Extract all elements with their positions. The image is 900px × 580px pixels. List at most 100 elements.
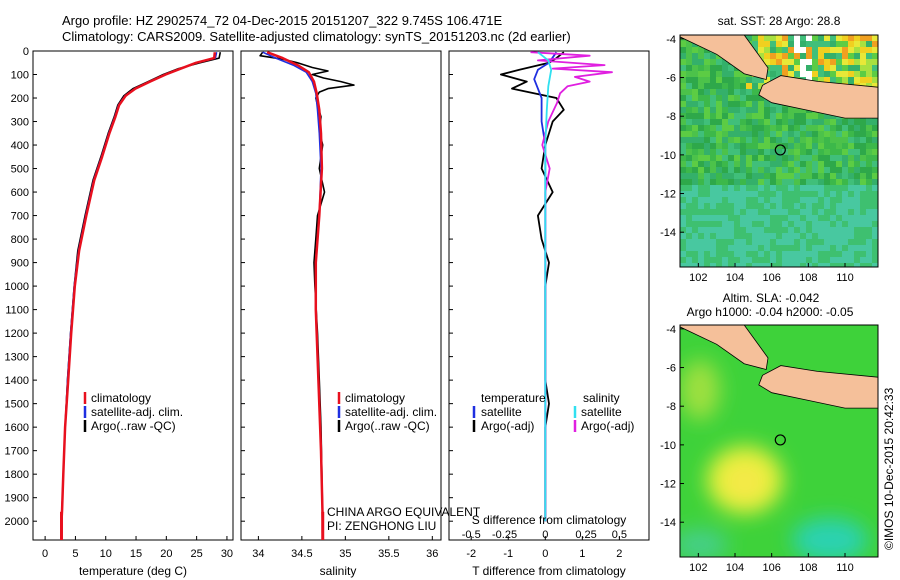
sst-cell bbox=[722, 143, 728, 149]
sst-cell bbox=[716, 83, 722, 89]
sst-cell bbox=[794, 179, 800, 185]
sst-cell bbox=[806, 191, 812, 197]
sst-cell bbox=[758, 101, 764, 107]
sst-cell bbox=[728, 107, 734, 113]
sst-cell bbox=[842, 125, 848, 131]
sst-cell bbox=[866, 53, 872, 59]
sst-cell bbox=[704, 113, 710, 119]
sst-cell bbox=[812, 161, 818, 167]
sst-cell bbox=[740, 83, 746, 89]
sst-cell bbox=[722, 191, 728, 197]
sst-cell bbox=[728, 263, 734, 267]
sst-cell bbox=[866, 179, 872, 185]
sst-cell bbox=[746, 179, 752, 185]
sst-cell bbox=[680, 47, 686, 53]
sst-cell bbox=[716, 143, 722, 149]
sst-cell bbox=[770, 179, 776, 185]
sst-cell bbox=[716, 77, 722, 83]
sst-cell bbox=[764, 233, 770, 239]
sst-cell bbox=[872, 191, 878, 197]
sst-cell bbox=[800, 197, 806, 203]
sst-cell bbox=[734, 257, 740, 263]
sst-cell bbox=[860, 143, 866, 149]
depth-tick-label: 1000 bbox=[5, 281, 29, 293]
sst-cell bbox=[818, 251, 824, 257]
sst-cell bbox=[788, 71, 794, 77]
sst-cell bbox=[854, 221, 860, 227]
sst-cell bbox=[698, 245, 704, 251]
sst-cell bbox=[794, 53, 800, 59]
sst-cell bbox=[758, 245, 764, 251]
sst-cell bbox=[818, 137, 824, 143]
sst-cell bbox=[848, 77, 854, 83]
sst-cell bbox=[836, 203, 842, 209]
sst-cell bbox=[692, 185, 698, 191]
sst-cell bbox=[866, 245, 872, 251]
sst-cell bbox=[866, 161, 872, 167]
sst-cell bbox=[752, 101, 758, 107]
temperature-legend: climatology satellite-adj. clim. Argo(..… bbox=[83, 391, 183, 433]
sst-cell bbox=[770, 173, 776, 179]
sst-cell bbox=[752, 245, 758, 251]
sst-cell bbox=[680, 161, 686, 167]
sst-cell bbox=[764, 137, 770, 143]
map-lat-label: -10 bbox=[660, 440, 676, 452]
sst-cell bbox=[818, 173, 824, 179]
sst-cell bbox=[758, 131, 764, 137]
sst-cell bbox=[836, 71, 842, 77]
sst-cell bbox=[854, 59, 860, 65]
sst-cell bbox=[836, 179, 842, 185]
sst-cell bbox=[782, 233, 788, 239]
sst-cell bbox=[872, 137, 878, 143]
float-pi-annotation: PI: ZENGHONG LIU bbox=[327, 519, 436, 533]
sst-cell bbox=[806, 53, 812, 59]
sst-cell bbox=[710, 149, 716, 155]
sst-cell bbox=[854, 77, 860, 83]
sst-cell bbox=[800, 179, 806, 185]
sst-cell bbox=[764, 143, 770, 149]
sst-cell bbox=[848, 245, 854, 251]
sst-cell bbox=[740, 149, 746, 155]
sst-cell bbox=[794, 47, 800, 53]
sst-cell bbox=[836, 173, 842, 179]
sst-cell bbox=[692, 173, 698, 179]
sst-cell bbox=[794, 59, 800, 65]
sst-cell bbox=[686, 143, 692, 149]
map-lon-label: 108 bbox=[799, 562, 817, 574]
sst-cell bbox=[788, 227, 794, 233]
sst-cell bbox=[770, 245, 776, 251]
sst-cell bbox=[848, 257, 854, 263]
sst-cell bbox=[848, 131, 854, 137]
sst-cell bbox=[722, 203, 728, 209]
sst-cell bbox=[734, 263, 740, 267]
sst-cell bbox=[776, 257, 782, 263]
sst-cell bbox=[710, 185, 716, 191]
sst-cell bbox=[854, 239, 860, 245]
sst-cell bbox=[770, 119, 776, 125]
sst-cell bbox=[776, 185, 782, 191]
sst-cell bbox=[722, 131, 728, 137]
sst-cell bbox=[716, 257, 722, 263]
sst-cell bbox=[752, 239, 758, 245]
sst-cell bbox=[854, 155, 860, 161]
sst-cell bbox=[866, 257, 872, 263]
sst-cell bbox=[710, 131, 716, 137]
argo-position-marker bbox=[774, 144, 786, 156]
sla-anomaly-field bbox=[680, 360, 868, 557]
x-tick-label: 5 bbox=[72, 548, 78, 560]
sst-cell bbox=[686, 119, 692, 125]
sst-cell bbox=[740, 143, 746, 149]
sst-cell bbox=[680, 251, 686, 257]
sst-cell bbox=[830, 239, 836, 245]
sst-cell bbox=[728, 83, 734, 89]
sst-cell bbox=[740, 77, 746, 83]
sst-cell bbox=[818, 185, 824, 191]
sst-cell bbox=[716, 161, 722, 167]
sst-cell bbox=[794, 215, 800, 221]
sst-cell bbox=[824, 155, 830, 161]
sst-cell bbox=[752, 203, 758, 209]
sst-cell bbox=[692, 161, 698, 167]
temperature-line-satellite bbox=[60, 52, 218, 533]
sst-cell bbox=[818, 203, 824, 209]
sst-cell bbox=[872, 173, 878, 179]
